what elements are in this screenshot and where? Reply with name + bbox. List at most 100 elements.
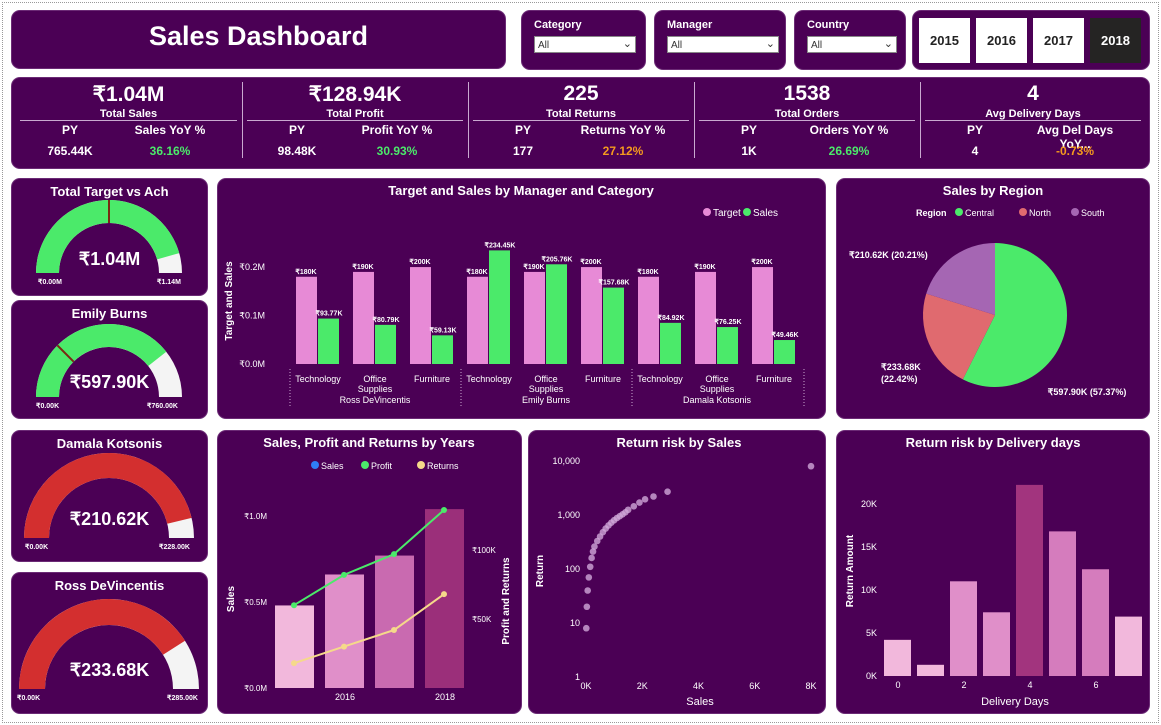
manager-value: All (671, 40, 683, 51)
gauge-fill (36, 323, 167, 397)
y-tick-label: ₹0.1M (239, 311, 265, 321)
bar-sales (275, 605, 314, 688)
category-slicer[interactable]: Category All ⌄ (522, 11, 645, 69)
y-axis-label: Return Amount (845, 534, 856, 607)
x-axis-label: Sales (686, 696, 714, 708)
country-dropdown[interactable]: All ⌄ (807, 36, 897, 53)
legend-label: Returns (427, 461, 459, 471)
pie-label: (22.42%) (881, 374, 918, 384)
kpi-yoy-header: Sales YoY % (134, 123, 206, 137)
y-tick-label: ₹0.0M (244, 684, 267, 693)
kpi-yoy-header: Orders YoY % (809, 123, 889, 137)
y-tick-label: 5K (866, 628, 877, 638)
bar-sales (318, 318, 339, 364)
gauge-emily-burns: Emily Burns ₹597.90K ₹0.00K ₹760.00K (12, 301, 207, 418)
y-tick-label: 10K (861, 585, 877, 595)
y-tick-label: 0K (866, 671, 877, 681)
legend-sales-label: Sales (753, 208, 778, 219)
scatter-point (588, 554, 595, 562)
x-tick-label: 6K (749, 681, 760, 691)
pie-label: ₹597.90K (57.37%) (1048, 387, 1127, 397)
chart-title: Return risk by Sales (617, 435, 742, 450)
category-dropdown[interactable]: All ⌄ (534, 36, 636, 53)
series-point (291, 660, 297, 667)
year-button-2018[interactable]: 2018 (1090, 18, 1141, 63)
y-tick-label: 1 (575, 672, 580, 682)
gauge-min: ₹0.00K (17, 695, 41, 702)
kpi-yoy-value: -0.73% (1055, 144, 1095, 158)
scatter-point (586, 563, 594, 571)
year-button-2016[interactable]: 2016 (976, 18, 1027, 63)
chevron-down-icon[interactable]: ⌄ (622, 38, 632, 50)
bar-return (884, 639, 911, 676)
scatter-point (624, 506, 632, 514)
x-tick-label: Office (363, 374, 386, 384)
legend-swatch (311, 461, 319, 469)
year-button-2017[interactable]: 2017 (1033, 18, 1084, 63)
x-tick-label: 6 (1093, 680, 1098, 690)
year-slicer: 2015 2016 2017 2018 (913, 11, 1149, 69)
gauge-fill (19, 599, 185, 689)
chart-title: Sales, Profit and Returns by Years (263, 435, 474, 450)
gauge-svg (36, 199, 182, 273)
gauge-max: ₹228.00K (159, 544, 190, 551)
page-title: Sales Dashboard (148, 21, 369, 51)
x-tick-label: 0K (580, 681, 591, 691)
gauge-max: ₹1.14M (157, 279, 181, 286)
data-label-target: ₹180K (637, 268, 658, 276)
kpi-py-value: 98.48K (277, 144, 317, 158)
pie-label: ₹233.68K (881, 362, 921, 372)
gauge-value: ₹233.68K (69, 660, 150, 680)
gauge-max: ₹285.00K (167, 695, 198, 702)
chart-title: Sales by Region (943, 183, 1043, 198)
gauge-value: ₹210.62K (69, 509, 150, 529)
bar-return (950, 581, 977, 676)
x-tick-label: Office (534, 374, 557, 384)
data-label-target: ₹180K (295, 268, 316, 276)
chart-return-sales: Return risk by Sales 1 10 100 1,000 10,000 0K 2… (529, 431, 825, 713)
country-value: All (811, 40, 823, 51)
kpi-py-header: PY (740, 123, 757, 137)
x-tick-label: Technology (466, 374, 512, 384)
kpi-py-header: PY (966, 123, 983, 137)
x-tick-label: 2018 (435, 692, 455, 702)
x-tick-label: 0 (895, 680, 900, 690)
manager-dropdown[interactable]: All ⌄ (667, 36, 779, 53)
x-tick-label: 2K (637, 681, 648, 691)
kpi-name: Total Orders (774, 108, 840, 120)
region-pie-svg: Sales by Region Region Central North South ₹5… (849, 183, 1127, 397)
y-tick-label: 1,000 (557, 510, 580, 520)
bar-sales (717, 327, 738, 364)
bar-target (752, 267, 773, 364)
scatter-point (650, 493, 657, 500)
chevron-down-icon[interactable]: ⌄ (765, 38, 775, 50)
group-label: Ross DeVincentis (340, 395, 411, 405)
kpi-avg-delivery-days: 4 Avg Delivery Days PY Avg Del Days YoY.… (920, 78, 1146, 164)
x-tick-label: Furniture (756, 374, 792, 384)
series-point (441, 506, 447, 513)
country-label: Country (807, 19, 850, 31)
x-tick-label: Furniture (585, 374, 621, 384)
chart-sales-region: Sales by Region Region Central North South ₹5… (837, 179, 1149, 418)
kpi-py-value: 4 (971, 144, 979, 158)
bar-target (581, 267, 602, 364)
kpi-yoy-header: Returns YoY % (580, 123, 666, 137)
data-label-sales: ₹76.25K (714, 318, 741, 326)
country-slicer[interactable]: Country All ⌄ (795, 11, 905, 69)
chart-return-delivery: Return risk by Delivery days 0K 5K 10K 15K 20… (837, 431, 1149, 713)
x-tick-label: Furniture (414, 374, 450, 384)
chevron-down-icon[interactable]: ⌄ (883, 38, 893, 50)
kpi-value: ₹1.04M (92, 83, 165, 106)
x-tick-label: 4K (693, 681, 704, 691)
gauge-value: ₹1.04M (78, 249, 141, 269)
bar-return (1082, 569, 1109, 676)
year-button-2015[interactable]: 2015 (919, 18, 970, 63)
kpi-total-returns: 225 Total Returns PY Returns YoY % 177 2… (468, 78, 695, 164)
manager-slicer[interactable]: Manager All ⌄ (655, 11, 785, 69)
manager-label: Manager (667, 19, 713, 31)
legend-swatch (361, 461, 369, 469)
bar-target (353, 271, 374, 364)
data-label-sales: ₹93.77K (315, 310, 342, 318)
gauge-min: ₹0.00K (25, 544, 49, 551)
y-tick-label: 100 (565, 564, 580, 574)
